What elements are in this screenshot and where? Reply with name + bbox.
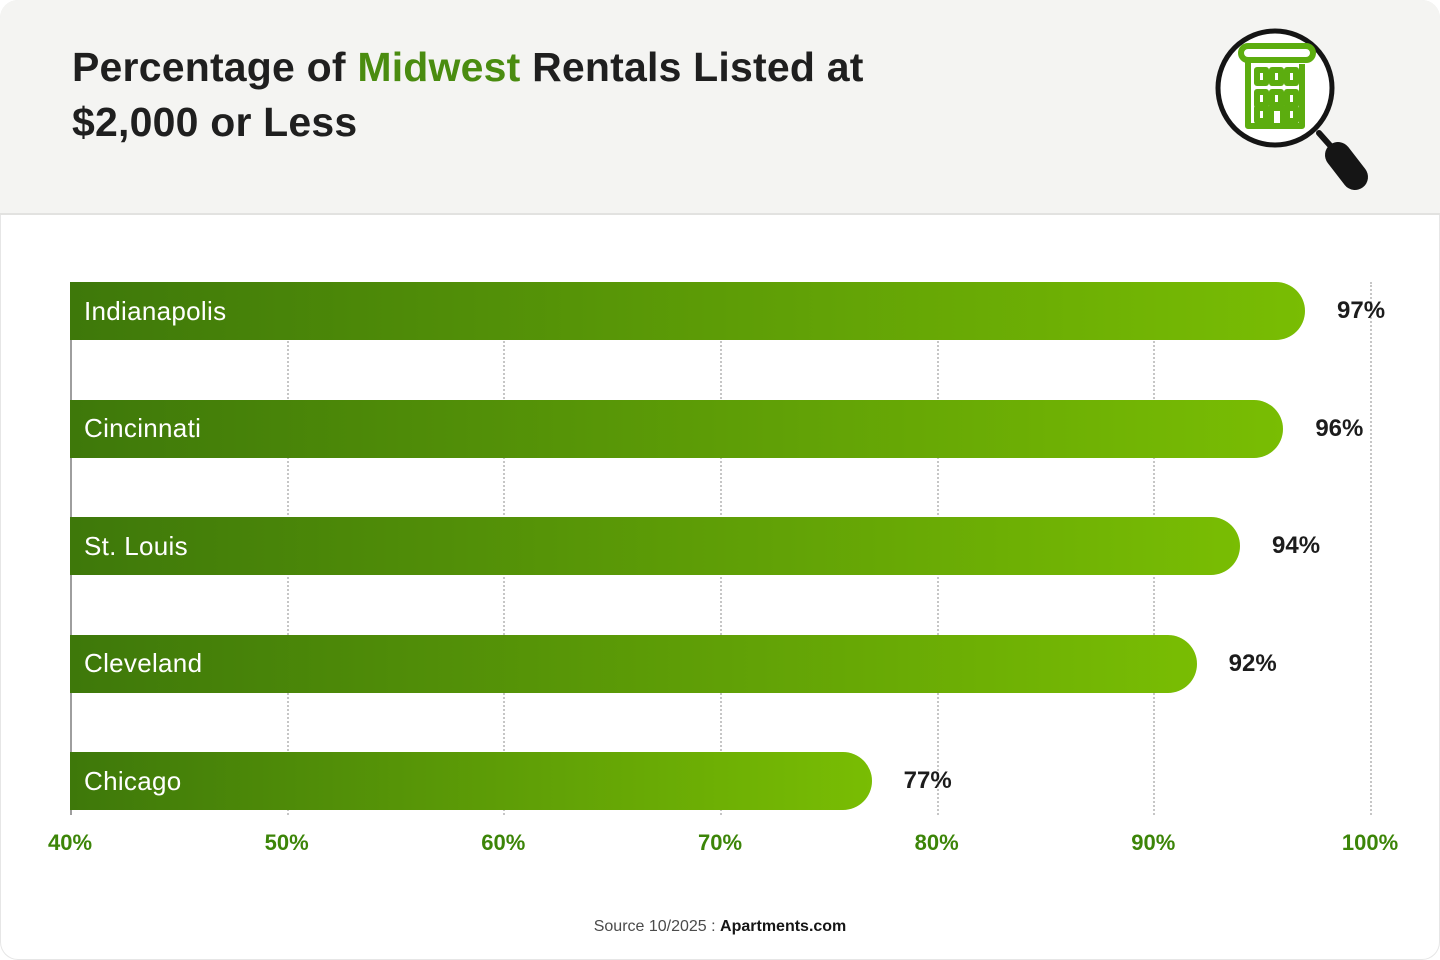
bar-value-label: 97% xyxy=(1337,297,1386,324)
bar-value-label: 77% xyxy=(903,767,952,794)
bar-cleveland: Cleveland xyxy=(70,634,1197,693)
gridline xyxy=(1370,282,1372,815)
bar-chart-plot-area: Indianapolis 97% Cincinnati 96% St. Louis 94%… xyxy=(70,282,1385,815)
bar-category-label: Chicago xyxy=(84,765,182,796)
x-tick-label: 60% xyxy=(481,830,526,855)
source-prefix: Source 10/2025 : xyxy=(593,918,721,935)
title-line2: $2,000 or Less xyxy=(72,99,358,145)
magnifier-building-icon xyxy=(1185,8,1400,208)
x-tick-label: 80% xyxy=(914,830,959,855)
bar-indianapolis: Indianapolis xyxy=(70,282,1305,340)
bar-row: St. Louis 94% xyxy=(70,517,1370,575)
bar-category-label: Cleveland xyxy=(84,648,203,678)
building-glyph xyxy=(1238,43,1316,129)
bar-value-label: 94% xyxy=(1272,532,1321,559)
header: Percentage of Midwest Rentals Listed at … xyxy=(0,0,1440,215)
bar-row: Cleveland 92% xyxy=(70,634,1370,693)
bar-cincinnati: Cincinnati xyxy=(70,399,1284,458)
bar-category-label: St. Louis xyxy=(84,530,188,561)
bar-value-label: 96% xyxy=(1315,414,1364,442)
bar-category-label: Indianapolis xyxy=(84,295,227,326)
x-tick-label: 40% xyxy=(47,830,93,855)
source-note: Source 10/2025 : Apartments.com xyxy=(0,918,1440,936)
bar-value-label: 92% xyxy=(1228,649,1277,677)
magnifier-handle-grip xyxy=(1325,142,1368,190)
bar-chicago: Chicago xyxy=(70,752,872,810)
title-prefix: Percentage of xyxy=(72,44,358,90)
title-suffix: Rentals Listed at xyxy=(520,44,864,90)
source-brand: Apartments.com xyxy=(720,918,847,935)
bar-row: Chicago 77% xyxy=(70,752,1370,810)
x-tick-label: 70% xyxy=(697,830,743,855)
bar-row: Cincinnati 96% xyxy=(70,399,1370,458)
bar-row: Indianapolis 97% xyxy=(70,282,1385,340)
bar-st-louis: St. Louis xyxy=(70,517,1240,575)
x-tick-label: 100% xyxy=(1341,830,1399,855)
x-axis: 40% 50% 60% 70% 80% 90% 100% xyxy=(48,830,1398,860)
bar-category-label: Cincinnati xyxy=(84,413,202,443)
title-highlight: Midwest xyxy=(357,44,521,90)
x-tick-label: 50% xyxy=(264,830,309,855)
page-title: Percentage of Midwest Rentals Listed at … xyxy=(72,40,864,150)
x-tick-label: 90% xyxy=(1131,830,1176,855)
